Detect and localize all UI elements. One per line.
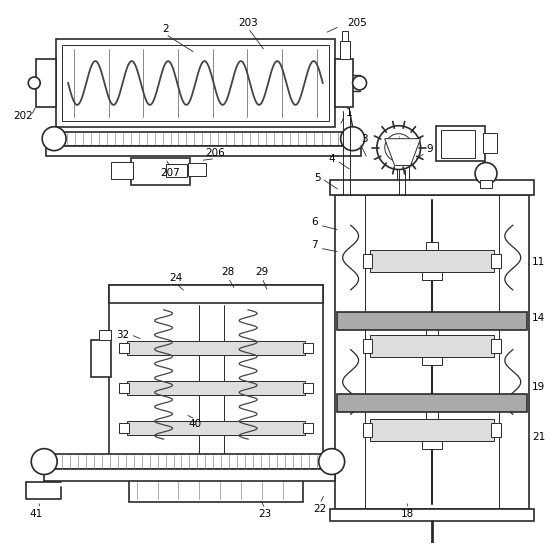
Text: 7: 7 xyxy=(311,240,318,250)
Bar xyxy=(483,133,497,153)
Bar xyxy=(337,312,526,330)
Text: 41: 41 xyxy=(30,509,43,519)
Bar xyxy=(362,254,373,268)
Circle shape xyxy=(377,126,421,170)
Bar xyxy=(91,339,111,378)
Text: 22: 22 xyxy=(313,504,327,514)
Bar xyxy=(337,394,526,412)
Text: 4: 4 xyxy=(328,153,335,164)
Text: 19: 19 xyxy=(532,382,545,392)
Bar xyxy=(491,339,501,353)
Bar xyxy=(491,254,501,268)
Bar xyxy=(127,421,305,435)
Text: 14: 14 xyxy=(532,313,545,323)
Bar xyxy=(369,250,494,272)
Text: 21: 21 xyxy=(532,432,545,442)
Bar xyxy=(109,285,323,459)
Bar xyxy=(44,469,335,480)
Bar xyxy=(335,59,352,107)
Text: 6: 6 xyxy=(311,217,318,227)
Bar xyxy=(303,343,313,353)
Bar xyxy=(340,41,350,59)
Text: 18: 18 xyxy=(401,509,414,519)
Text: 9: 9 xyxy=(426,144,433,153)
Bar xyxy=(46,146,361,156)
Text: 5: 5 xyxy=(315,174,321,183)
Bar xyxy=(62,45,329,121)
Bar xyxy=(119,343,129,353)
Bar xyxy=(131,158,191,186)
Circle shape xyxy=(31,449,57,474)
Bar xyxy=(330,509,534,521)
Circle shape xyxy=(319,449,345,474)
Bar xyxy=(422,356,441,364)
Bar xyxy=(480,181,492,188)
Bar xyxy=(369,335,494,356)
Text: 40: 40 xyxy=(189,419,202,429)
Circle shape xyxy=(352,76,367,90)
Bar xyxy=(491,423,501,437)
Text: 32: 32 xyxy=(116,330,130,339)
Polygon shape xyxy=(385,139,421,165)
Circle shape xyxy=(341,127,365,151)
Bar xyxy=(188,163,206,176)
Bar xyxy=(362,339,373,353)
Text: 23: 23 xyxy=(259,509,272,519)
Bar xyxy=(99,330,111,339)
Bar xyxy=(422,272,441,280)
Text: 2: 2 xyxy=(163,24,169,34)
Bar xyxy=(425,411,438,419)
Text: 206: 206 xyxy=(205,147,225,158)
Bar xyxy=(335,195,529,509)
Bar xyxy=(36,59,56,107)
Circle shape xyxy=(385,134,413,162)
Text: 205: 205 xyxy=(348,18,367,28)
Text: 29: 29 xyxy=(255,267,268,277)
Bar xyxy=(369,419,494,441)
Bar xyxy=(303,423,313,432)
Bar xyxy=(330,181,534,195)
Bar xyxy=(435,126,485,160)
Bar xyxy=(111,162,133,180)
Bar xyxy=(127,341,305,355)
Circle shape xyxy=(405,147,411,153)
Circle shape xyxy=(28,77,40,89)
Bar xyxy=(109,285,323,303)
Text: 1: 1 xyxy=(346,108,353,118)
Circle shape xyxy=(390,147,396,153)
Text: 28: 28 xyxy=(222,267,235,277)
Text: 203: 203 xyxy=(238,18,258,28)
Text: 202: 202 xyxy=(13,111,33,121)
Bar xyxy=(425,242,438,250)
Text: 11: 11 xyxy=(532,257,545,267)
Bar xyxy=(362,423,373,437)
Bar xyxy=(56,39,335,127)
Circle shape xyxy=(410,147,416,153)
Bar xyxy=(425,327,438,335)
Text: 24: 24 xyxy=(169,273,182,283)
Bar xyxy=(54,132,352,146)
Bar xyxy=(127,381,305,394)
Bar xyxy=(129,464,303,502)
Bar xyxy=(422,441,441,449)
Bar xyxy=(303,382,313,393)
Circle shape xyxy=(475,163,497,184)
Bar xyxy=(341,31,348,41)
Bar xyxy=(119,423,129,432)
Circle shape xyxy=(395,147,401,153)
Bar xyxy=(119,382,129,393)
Text: 3: 3 xyxy=(361,134,368,144)
Text: 207: 207 xyxy=(161,168,181,177)
Bar xyxy=(166,164,187,177)
Bar xyxy=(44,454,335,469)
Circle shape xyxy=(42,127,66,151)
Circle shape xyxy=(400,147,406,153)
Bar xyxy=(440,129,475,158)
